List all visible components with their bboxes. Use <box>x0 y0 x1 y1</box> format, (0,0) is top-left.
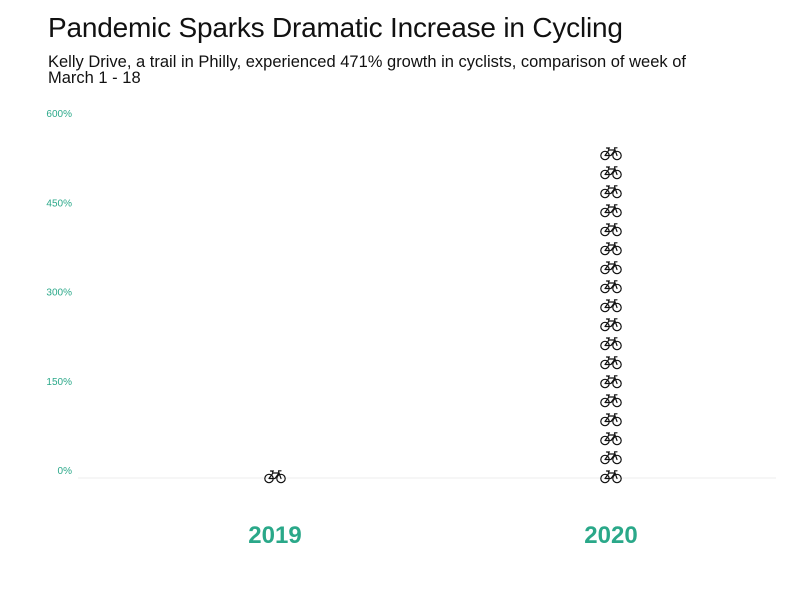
bicycle-icon <box>600 394 622 408</box>
y-tick-label: 600% <box>46 109 72 120</box>
x-category-label: 2019 <box>248 522 301 549</box>
bicycle-icon <box>600 166 622 180</box>
bicycle-icon <box>600 413 622 427</box>
chart-title: Pandemic Sparks Dramatic Increase in Cyc… <box>48 12 623 43</box>
bicycle-icon <box>600 356 622 370</box>
bicycle-icon <box>600 299 622 313</box>
bicycle-icon <box>600 147 622 161</box>
bicycle-icon <box>600 318 622 332</box>
bicycle-icon <box>600 470 622 484</box>
y-tick-label: 300% <box>46 288 72 299</box>
bicycle-icon <box>600 432 622 446</box>
y-tick-label: 0% <box>58 466 73 477</box>
bar-2019 <box>264 470 286 484</box>
bicycle-icon <box>600 223 622 237</box>
data-marks <box>264 147 622 484</box>
bar-2020 <box>600 147 622 484</box>
y-tick-label: 150% <box>46 377 72 388</box>
bicycle-icon <box>600 337 622 351</box>
bicycle-icon <box>264 470 286 484</box>
y-axis: 0% 150% 300% 450% 600% <box>46 109 72 477</box>
bicycle-icon <box>600 451 622 465</box>
bicycle-icon <box>600 242 622 256</box>
bicycle-icon <box>600 375 622 389</box>
y-tick-label: 450% <box>46 198 72 209</box>
chart-subtitle: Kelly Drive, a trail in Philly, experien… <box>48 53 686 87</box>
bicycle-icon <box>600 261 622 275</box>
x-axis: 2019 2020 <box>248 522 637 549</box>
x-category-label: 2020 <box>584 522 637 549</box>
bicycle-icon <box>600 280 622 294</box>
bicycle-icon <box>600 185 622 199</box>
bicycle-icon <box>600 204 622 218</box>
